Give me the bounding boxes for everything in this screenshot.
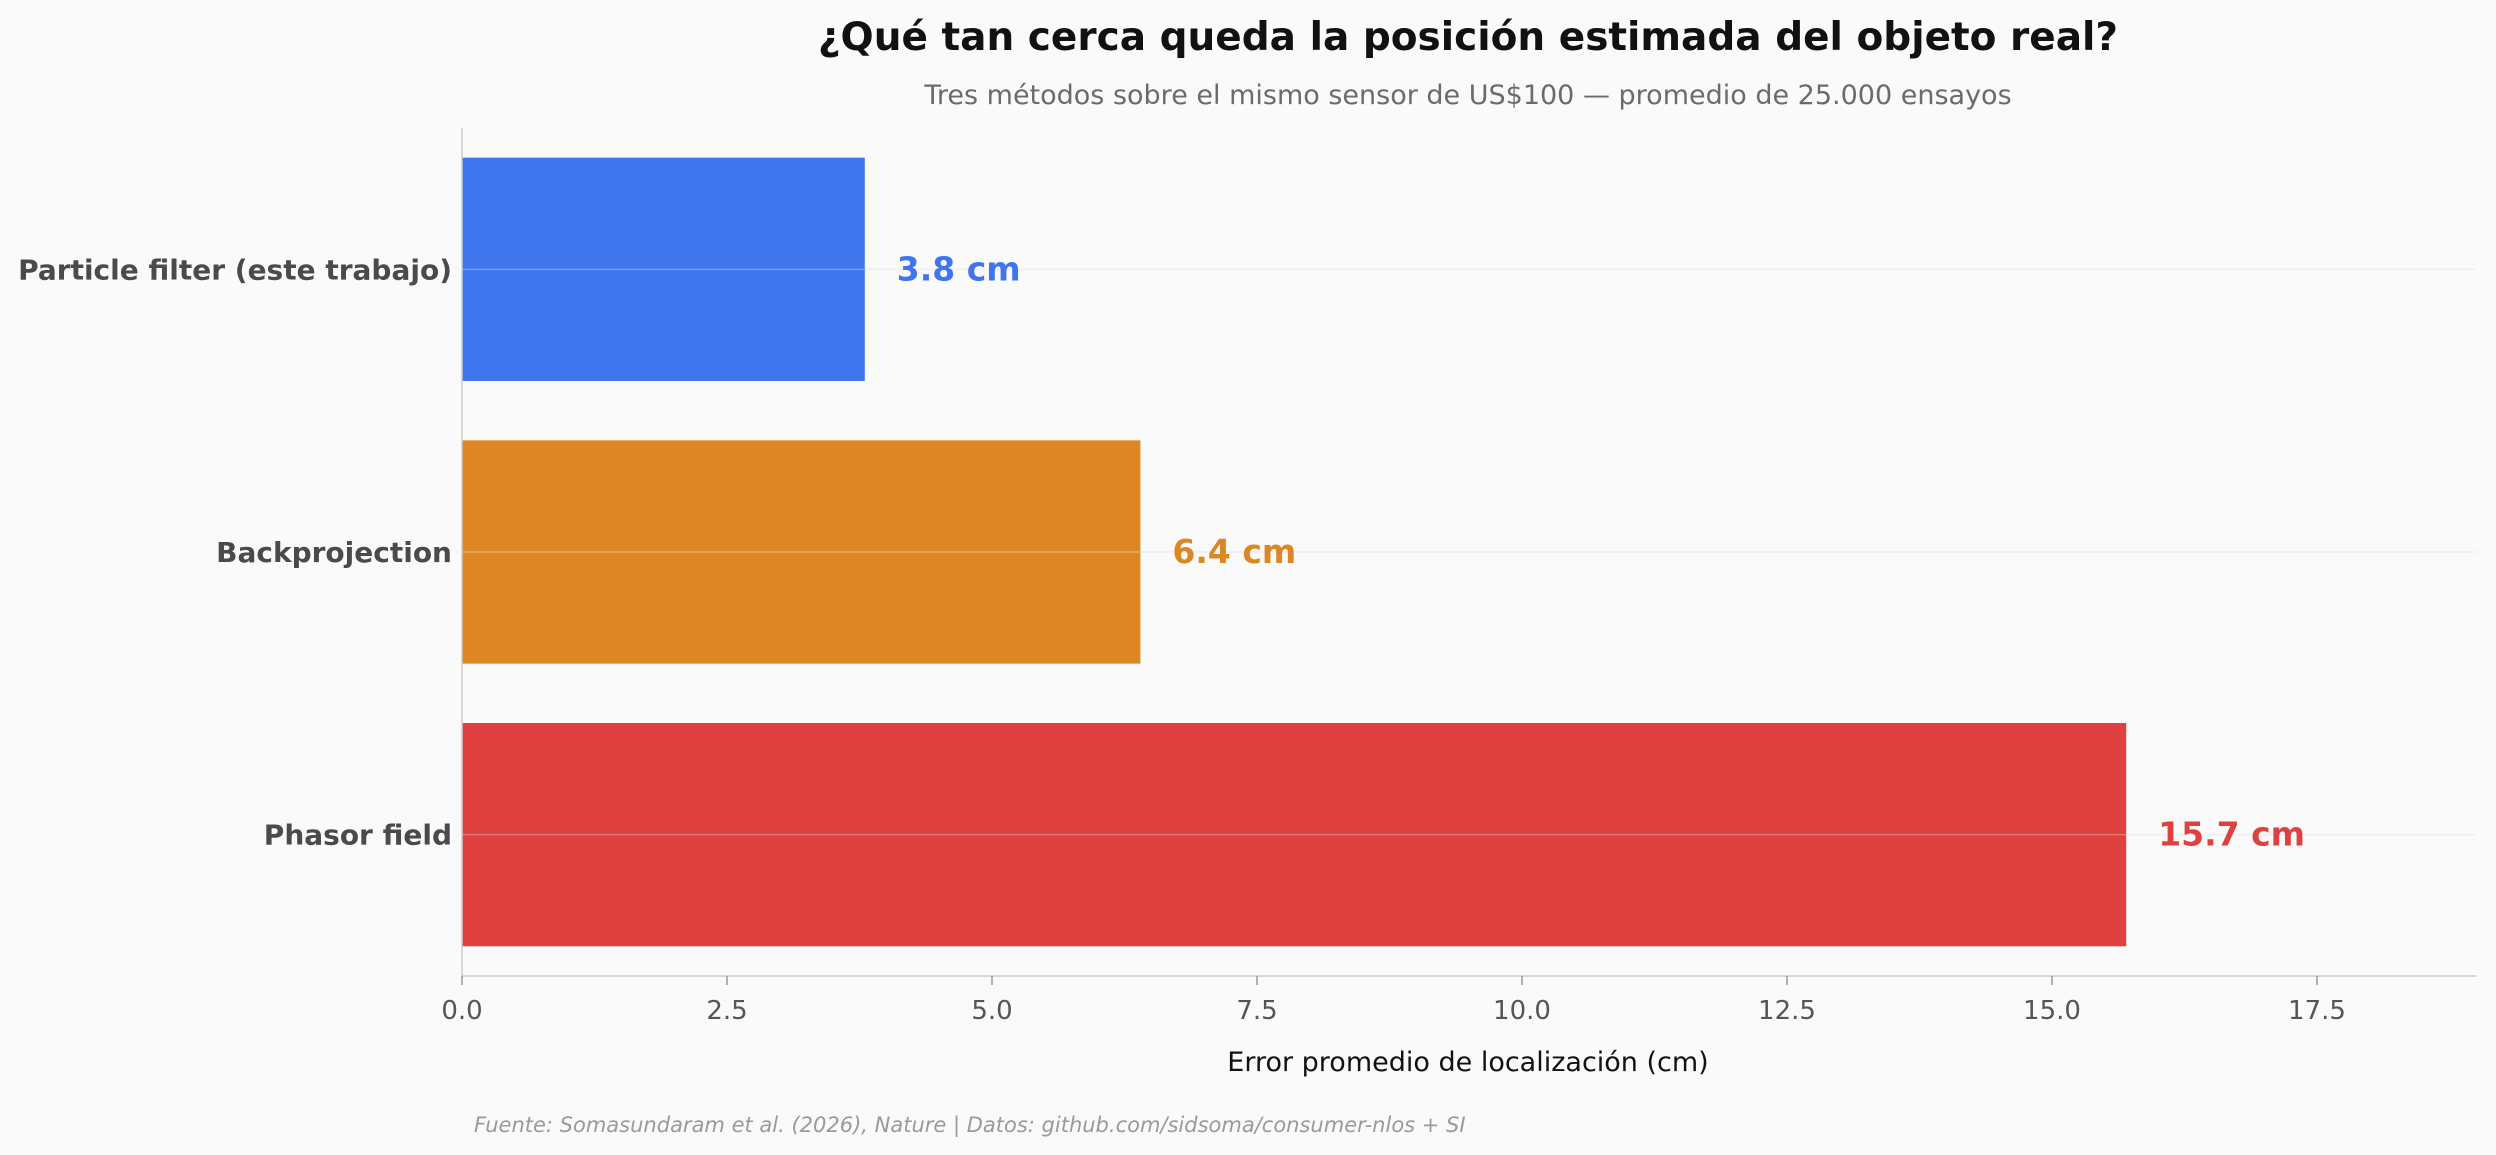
x-tick-label-7: 17.5 [2288, 996, 2346, 1026]
bar-0 [462, 157, 865, 381]
x-tick-label-3: 7.5 [1236, 996, 1277, 1026]
x-tick-label-0: 0.0 [441, 996, 482, 1026]
value-label-1: 6.4 cm [1172, 532, 1296, 571]
category-label-0: Particle filter (este trabajo) [18, 253, 452, 286]
plot-area: 3.8 cm 6.4 cm 15.7 cm Particle filter (este… [18, 128, 2476, 1026]
chart-title: ¿Qué tan cerca queda la posición estimad… [818, 15, 2118, 60]
value-label-0: 3.8 cm [897, 249, 1021, 288]
x-tick-label-2: 5.0 [971, 996, 1012, 1026]
value-label-2: 15.7 cm [2158, 815, 2305, 854]
source-note: Fuente: Somasundaram et al. (2026), Natu… [474, 1113, 1466, 1138]
category-label-2: Phasor field [264, 819, 452, 852]
x-tick-label-6: 15.0 [2023, 996, 2081, 1026]
bar-2 [462, 723, 2127, 947]
x-tick-label-1: 2.5 [706, 996, 747, 1026]
bar-1 [462, 440, 1141, 664]
x-tick-label-4: 10.0 [1493, 996, 1551, 1026]
x-tick-label-5: 12.5 [1758, 996, 1816, 1026]
x-axis-title: Error promedio de localización (cm) [1227, 1047, 1708, 1078]
chart-subtitle: Tres métodos sobre el mismo sensor de US… [923, 80, 2011, 111]
category-label-1: Backprojection [216, 536, 452, 569]
